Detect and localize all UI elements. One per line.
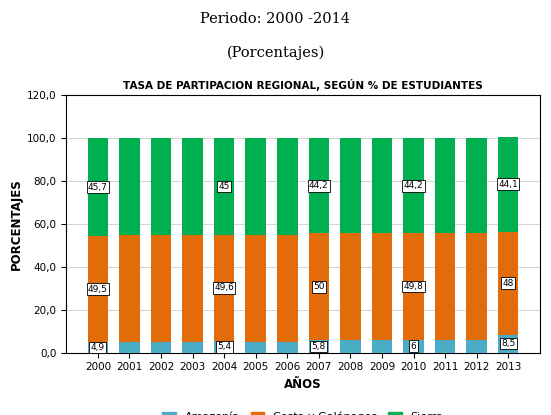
Title: TASA DE PARTIPACION REGIONAL, SEGÚN % DE ESTUDIANTES: TASA DE PARTIPACION REGIONAL, SEGÚN % DE… bbox=[123, 78, 483, 90]
Bar bbox=[245, 138, 266, 235]
Bar bbox=[372, 340, 392, 353]
Bar bbox=[119, 138, 140, 235]
Text: 8,5: 8,5 bbox=[501, 339, 515, 348]
Bar bbox=[466, 340, 487, 353]
Bar bbox=[372, 233, 392, 340]
Bar bbox=[403, 233, 424, 340]
Bar bbox=[151, 235, 171, 342]
Bar bbox=[435, 340, 455, 353]
Bar bbox=[182, 235, 203, 342]
Bar bbox=[214, 138, 234, 235]
Bar bbox=[182, 138, 203, 235]
Bar bbox=[277, 235, 298, 342]
Bar bbox=[372, 138, 392, 233]
Bar bbox=[182, 342, 203, 353]
Text: (Porcentajes): (Porcentajes) bbox=[226, 46, 325, 60]
Text: 45,7: 45,7 bbox=[88, 183, 108, 192]
Text: 5,8: 5,8 bbox=[312, 342, 326, 351]
Bar bbox=[151, 138, 171, 235]
Bar bbox=[498, 137, 518, 232]
Text: 44,1: 44,1 bbox=[498, 180, 518, 189]
Bar bbox=[498, 232, 518, 334]
Text: 6: 6 bbox=[410, 342, 417, 351]
Y-axis label: PORCENTAJES: PORCENTAJES bbox=[9, 178, 23, 270]
Bar bbox=[88, 342, 108, 353]
Bar bbox=[277, 138, 298, 235]
Bar bbox=[403, 138, 424, 233]
X-axis label: AÑOS: AÑOS bbox=[284, 378, 322, 391]
Bar bbox=[151, 342, 171, 353]
Text: 5,4: 5,4 bbox=[217, 342, 231, 352]
Bar bbox=[88, 236, 108, 342]
Bar bbox=[403, 340, 424, 353]
Text: 45: 45 bbox=[218, 182, 230, 191]
Text: 49,6: 49,6 bbox=[214, 283, 234, 293]
Text: 48: 48 bbox=[503, 278, 514, 288]
Bar bbox=[340, 233, 361, 340]
Bar bbox=[466, 233, 487, 340]
Bar bbox=[119, 235, 140, 342]
Bar bbox=[435, 138, 455, 233]
Bar bbox=[214, 341, 234, 353]
Text: 49,5: 49,5 bbox=[88, 285, 108, 294]
Bar bbox=[435, 233, 455, 340]
Legend: Amazonía, Costa y Galápagos, Sierra: Amazonía, Costa y Galápagos, Sierra bbox=[158, 407, 448, 415]
Bar bbox=[498, 334, 518, 353]
Text: 44,2: 44,2 bbox=[309, 181, 328, 190]
Bar bbox=[340, 138, 361, 233]
Bar bbox=[119, 342, 140, 353]
Bar bbox=[466, 138, 487, 233]
Bar bbox=[245, 342, 266, 353]
Bar bbox=[309, 233, 329, 340]
Text: 50: 50 bbox=[313, 282, 325, 291]
Text: Periodo: 2000 -2014: Periodo: 2000 -2014 bbox=[201, 12, 350, 27]
Bar bbox=[88, 138, 108, 236]
Text: 44,2: 44,2 bbox=[404, 181, 423, 190]
Bar bbox=[340, 340, 361, 353]
Bar bbox=[277, 342, 298, 353]
Bar bbox=[214, 235, 234, 341]
Bar bbox=[309, 138, 329, 233]
Bar bbox=[245, 235, 266, 342]
Text: 4,9: 4,9 bbox=[91, 343, 105, 352]
Text: 49,8: 49,8 bbox=[403, 282, 424, 291]
Bar bbox=[309, 340, 329, 353]
